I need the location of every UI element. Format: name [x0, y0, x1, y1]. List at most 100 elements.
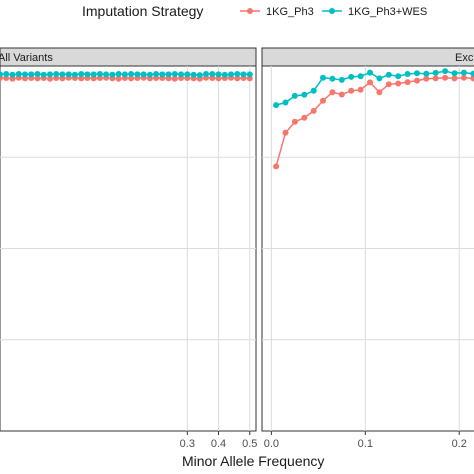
series-point-1kg-ph3: [47, 75, 53, 82]
series-point-1kg-ph3-wes: [423, 70, 430, 77]
series-point-1kg-ph3-wes: [234, 71, 241, 77]
series-point-1kg-ph3-wes: [310, 87, 317, 94]
series-point-1kg-ph3-wes: [134, 71, 141, 78]
series-point-1kg-ph3-wes: [109, 71, 116, 78]
panel-grid: [0, 66, 256, 431]
x-tick-label: 0.1: [358, 438, 373, 450]
series-point-1kg-ph3-wes: [140, 71, 147, 78]
series-line-1kg-ph3-wes: [275, 70, 474, 106]
series-point-1kg-ph3: [470, 75, 474, 82]
legend-label-1kg-ph3: 1KG_Ph3: [266, 6, 314, 18]
series-point-1kg-ph3-wes: [203, 71, 209, 77]
series-point-1kg-ph3: [442, 74, 449, 81]
series-point-1kg-ph3: [376, 89, 383, 96]
x-tick-label: 0.2: [452, 438, 467, 450]
series-point-1kg-ph3-wes: [53, 71, 60, 77]
series-point-1kg-ph3-wes: [414, 70, 420, 77]
series-point-1kg-ph3-wes: [357, 73, 364, 80]
series-point-1kg-ph3-wes: [273, 102, 280, 109]
series-point-1kg-ph3-wes: [320, 74, 326, 81]
series-point-1kg-ph3-wes: [470, 70, 474, 77]
legend-title: Imputation Strategy: [82, 3, 203, 19]
series-point-1kg-ph3-wes: [196, 72, 203, 79]
panel-x-ticks: 0.0 0.1 0.2: [264, 431, 467, 450]
legend: Imputation Strategy 1KG_Ph3 1KG_Ph3+WES: [82, 3, 427, 19]
series-point-1kg-ph3-wes: [115, 71, 122, 77]
series-point-1kg-ph3-wes: [432, 69, 439, 76]
series-point-1kg-ph3-wes: [442, 68, 449, 75]
series-point-1kg-ph3: [432, 75, 439, 82]
panel-series: [0, 71, 253, 82]
legend-key-point-1kg-ph3-wes: [329, 8, 335, 14]
legend-label-1kg-ph3-wes: 1KG_Ph3+WES: [348, 6, 427, 18]
series-point-1kg-ph3-wes: [282, 99, 289, 106]
series-point-1kg-ph3-wes: [190, 71, 197, 78]
series-point-1kg-ph3-wes: [22, 71, 28, 78]
series-point-1kg-ph3-wes: [9, 71, 16, 78]
series-point-1kg-ph3: [451, 75, 458, 82]
series-line-1kg-ph3: [275, 76, 474, 167]
series-point-1kg-ph3-wes: [460, 69, 467, 76]
series-point-1kg-ph3-wes: [153, 71, 160, 77]
x-axis-title: Minor Allele Frequency: [182, 453, 324, 469]
series-point-1kg-ph3-wes: [34, 71, 41, 77]
series-point-1kg-ph3-wes: [367, 69, 373, 76]
series-point-1kg-ph3-wes: [47, 71, 53, 78]
legend-key-point-1kg-ph3: [247, 8, 253, 14]
series-point-1kg-ph3-wes: [184, 71, 191, 78]
series-point-1kg-ph3-wes: [329, 75, 336, 82]
series-point-1kg-ph3: [338, 91, 345, 98]
series-point-1kg-ph3-wes: [404, 71, 411, 77]
series-point-1kg-ph3: [423, 75, 430, 82]
series-point-1kg-ph3-wes: [246, 71, 253, 78]
series-point-1kg-ph3-wes: [15, 71, 22, 77]
series-point-1kg-ph3-wes: [178, 71, 185, 78]
series-point-1kg-ph3-wes: [65, 71, 72, 78]
series-point-1kg-ph3-wes: [215, 71, 222, 78]
series-point-1kg-ph3: [320, 97, 326, 104]
series-point-1kg-ph3: [367, 79, 373, 86]
series-point-1kg-ph3-wes: [28, 71, 35, 78]
series-point-1kg-ph3-wes: [385, 71, 392, 78]
panel-x-ticks: 0.3 0.4 0.5: [180, 431, 257, 450]
series-point-1kg-ph3-wes: [209, 71, 216, 77]
series-point-1kg-ph3-wes: [96, 71, 103, 77]
series-point-1kg-ph3-wes: [59, 71, 66, 78]
series-point-1kg-ph3: [404, 79, 411, 86]
series-point-1kg-ph3-wes: [159, 71, 166, 78]
series-point-1kg-ph3-wes: [376, 75, 383, 82]
x-tick-label: 0.0: [264, 438, 279, 450]
series-point-1kg-ph3: [291, 118, 298, 125]
series-point-1kg-ph3: [273, 163, 280, 170]
series-point-1kg-ph3-wes: [348, 73, 355, 80]
series-point-1kg-ph3-wes: [0, 71, 3, 78]
series-point-1kg-ph3-wes: [395, 73, 402, 80]
series-point-1kg-ph3-wes: [221, 71, 228, 78]
series-point-1kg-ph3: [329, 89, 336, 96]
panel-grid: [262, 66, 474, 431]
series-point-1kg-ph3-wes: [171, 71, 178, 77]
series-point-1kg-ph3: [34, 75, 41, 82]
panel-strip-bg: [261, 47, 474, 67]
series-point-1kg-ph3: [385, 81, 392, 88]
series-point-1kg-ph3: [301, 114, 308, 121]
series-point-1kg-ph3: [282, 129, 289, 136]
series-point-1kg-ph3-wes: [121, 71, 128, 78]
panel-strip-label: Exc: [455, 52, 474, 64]
x-tick-label: 0.5: [242, 438, 257, 450]
x-tick-label: 0.3: [180, 438, 195, 450]
series-point-1kg-ph3: [234, 75, 241, 82]
x-tick-label: 0.4: [211, 438, 226, 450]
series-point-1kg-ph3: [128, 75, 135, 82]
series-point-1kg-ph3: [78, 75, 85, 82]
series-point-1kg-ph3: [414, 77, 420, 84]
series-point-1kg-ph3: [357, 86, 364, 93]
series-point-1kg-ph3: [395, 80, 402, 87]
series-point-1kg-ph3-wes: [228, 71, 234, 78]
series-point-1kg-ph3-wes: [90, 71, 97, 78]
series-point-1kg-ph3-wes: [78, 71, 85, 77]
series-point-1kg-ph3-wes: [165, 71, 172, 78]
series-point-1kg-ph3-wes: [301, 91, 308, 98]
series-point-1kg-ph3-wes: [103, 71, 110, 78]
series-point-1kg-ph3-wes: [71, 71, 78, 78]
